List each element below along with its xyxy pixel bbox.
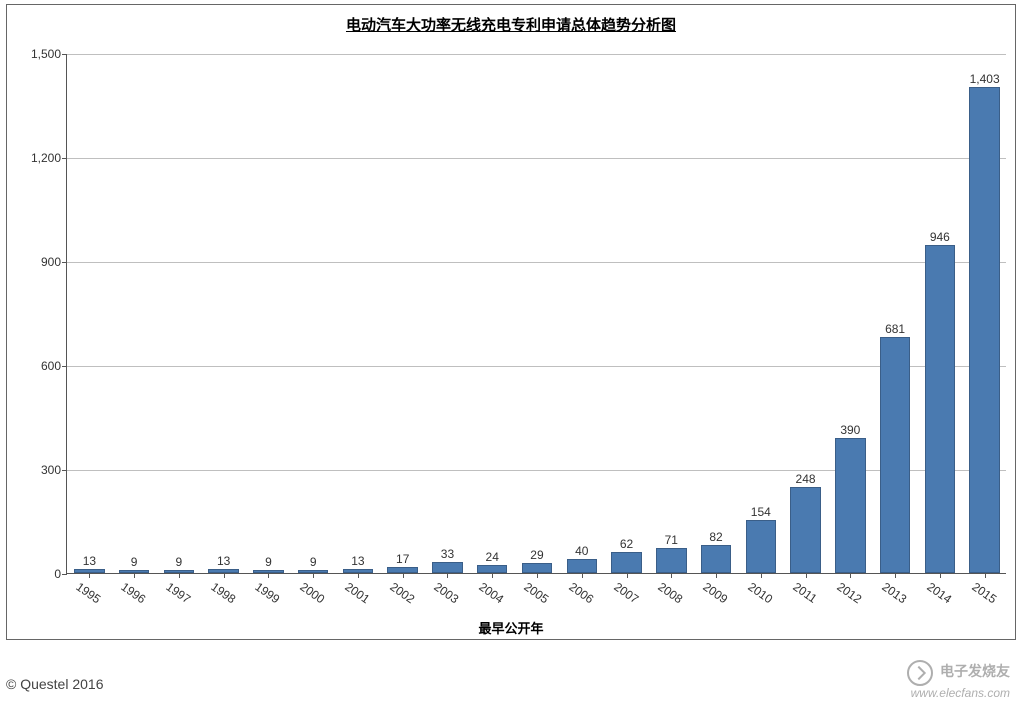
bar: 390 <box>835 438 865 573</box>
bar-value-label: 29 <box>530 548 543 564</box>
grid-line <box>67 262 1006 263</box>
bar: 1,403 <box>969 87 999 573</box>
watermark-url: www.elecfans.com <box>911 686 1010 700</box>
bar-value-label: 9 <box>131 555 138 571</box>
bar: 24 <box>477 565 507 573</box>
bar-value-label: 390 <box>840 423 860 439</box>
bar-value-label: 9 <box>265 555 272 571</box>
bar: 154 <box>746 520 776 573</box>
grid-line <box>67 366 1006 367</box>
bar-value-label: 681 <box>885 322 905 338</box>
bar-value-label: 62 <box>620 537 633 553</box>
bar-value-label: 40 <box>575 544 588 560</box>
grid-line <box>67 54 1006 55</box>
plot-area: 03006009001,2001,50013199591996919971319… <box>66 54 1006 574</box>
y-tick-mark <box>62 574 67 575</box>
bar-value-label: 82 <box>709 530 722 546</box>
watermark: 电子发烧友 www.elecfans.com <box>907 660 1010 700</box>
watermark-icon <box>907 660 933 686</box>
bar-value-label: 13 <box>217 554 230 570</box>
y-tick-mark <box>62 54 67 55</box>
bar-value-label: 9 <box>176 555 183 571</box>
bar-value-label: 13 <box>351 554 364 570</box>
bar-value-label: 946 <box>930 230 950 246</box>
bar-value-label: 9 <box>310 555 317 571</box>
bar-value-label: 1,403 <box>970 72 1000 88</box>
source-note: © Questel 2016 <box>6 676 104 692</box>
bar: 29 <box>522 563 552 573</box>
bar-value-label: 154 <box>751 505 771 521</box>
y-tick-mark <box>62 262 67 263</box>
bar-value-label: 33 <box>441 547 454 563</box>
x-axis-title: 最早公开年 <box>6 618 1016 637</box>
bar-value-label: 13 <box>83 554 96 570</box>
bar: 71 <box>656 548 686 573</box>
bar-value-label: 71 <box>665 533 678 549</box>
y-tick-mark <box>62 158 67 159</box>
bar-value-label: 17 <box>396 552 409 568</box>
bar: 82 <box>701 545 731 573</box>
y-tick-mark <box>62 470 67 471</box>
bar: 248 <box>790 487 820 573</box>
bar-value-label: 248 <box>796 472 816 488</box>
bar: 681 <box>880 337 910 573</box>
y-tick-mark <box>62 366 67 367</box>
bar: 62 <box>611 552 641 573</box>
chart-title: 电动汽车大功率无线充电专利申请总体趋势分析图 <box>6 14 1016 35</box>
bar: 40 <box>567 559 597 573</box>
bar: 33 <box>432 562 462 573</box>
bar: 946 <box>925 245 955 573</box>
watermark-brand: 电子发烧友 <box>940 663 1010 679</box>
grid-line <box>67 158 1006 159</box>
bar-value-label: 24 <box>486 550 499 566</box>
